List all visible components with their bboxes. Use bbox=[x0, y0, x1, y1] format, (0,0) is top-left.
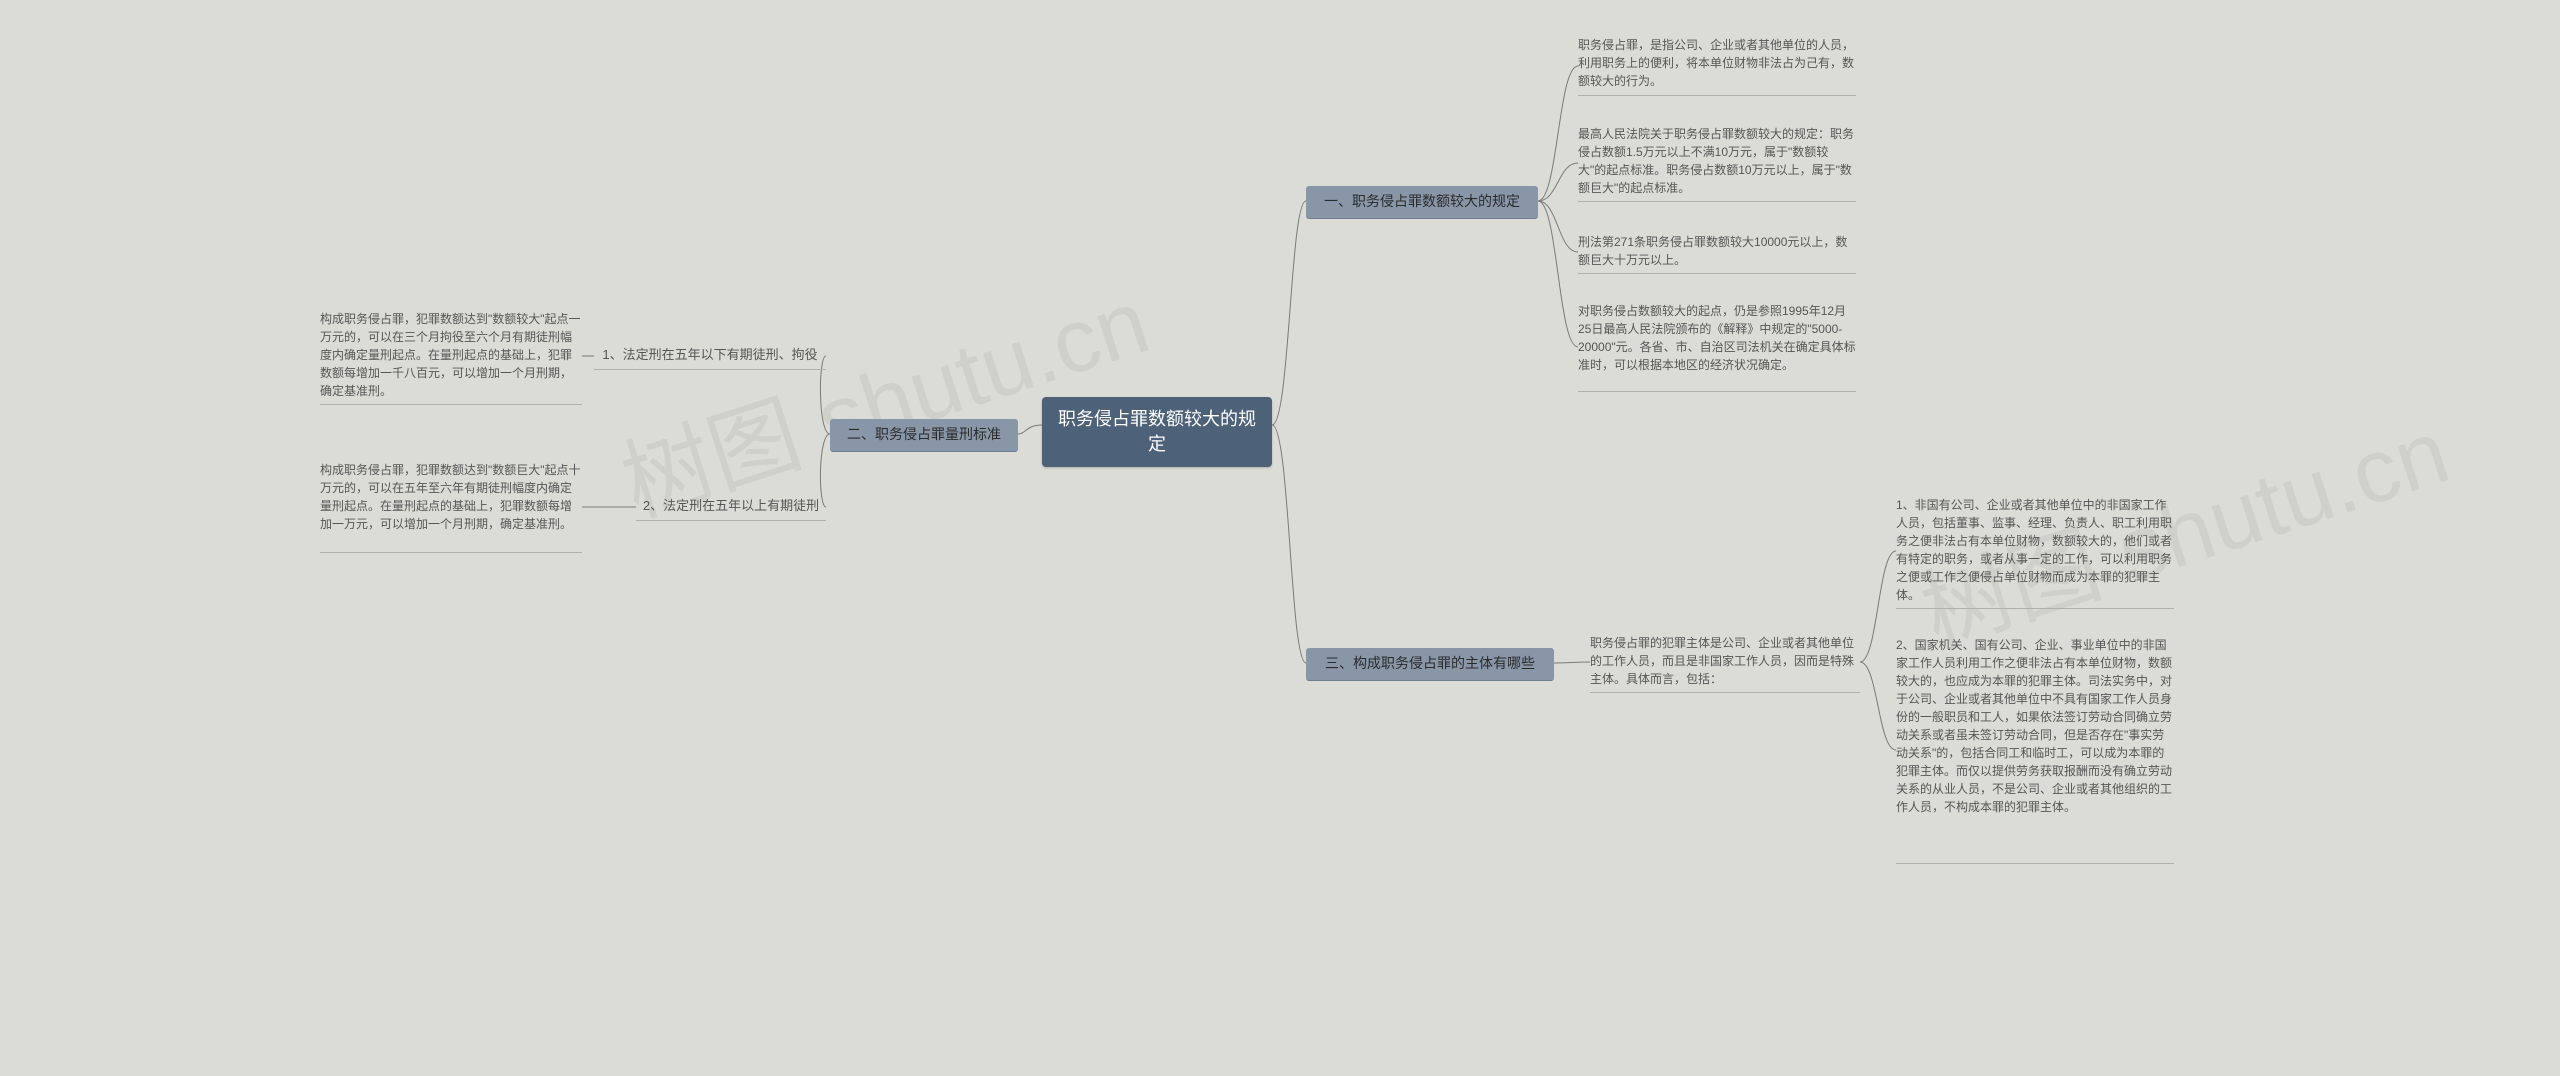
branch-1-leaf-3: 刑法第271条职务侵占罪数额较大10000元以上，数额巨大十万元以上。 bbox=[1578, 233, 1856, 274]
root-line1: 职务侵占罪数额较大的规 bbox=[1058, 409, 1256, 429]
root-line2: 定 bbox=[1148, 434, 1166, 454]
branch-2-leaf-2: 构成职务侵占罪，犯罪数额达到"数额巨大"起点十万元的，可以在五年至六年有期徒刑幅… bbox=[320, 461, 582, 553]
branch-3-leaf-2: 2、国家机关、国有公司、企业、事业单位中的非国家工作人员利用工作之便非法占有本单… bbox=[1896, 636, 2174, 864]
branch-2-sub-2[interactable]: 2、法定刑在五年以上有期徒刑 bbox=[636, 497, 826, 521]
branch-1[interactable]: 一、职务侵占罪数额较大的规定 bbox=[1306, 186, 1538, 219]
branch-3-leaf-1: 1、非国有公司、企业或者其他单位中的非国家工作人员，包括董事、监事、经理、负责人… bbox=[1896, 496, 2174, 609]
branch-3-sub: 职务侵占罪的犯罪主体是公司、企业或者其他单位的工作人员，而且是非国家工作人员，因… bbox=[1590, 634, 1860, 693]
branch-1-leaf-2: 最高人民法院关于职务侵占罪数额较大的规定：职务侵占数额1.5万元以上不满10万元… bbox=[1578, 125, 1856, 202]
branch-1-leaf-1: 职务侵占罪，是指公司、企业或者其他单位的人员，利用职务上的便利，将本单位财物非法… bbox=[1578, 36, 1856, 96]
branch-2-leaf-1: 构成职务侵占罪，犯罪数额达到"数额较大"起点一万元的，可以在三个月拘役至六个月有… bbox=[320, 310, 582, 405]
branch-1-leaf-4: 对职务侵占数额较大的起点，仍是参照1995年12月25日最高人民法院颁布的《解释… bbox=[1578, 302, 1856, 392]
branch-3[interactable]: 三、构成职务侵占罪的主体有哪些 bbox=[1306, 648, 1554, 681]
branch-2[interactable]: 二、职务侵占罪量刑标准 bbox=[830, 419, 1018, 452]
branch-2-sub-1[interactable]: 1、法定刑在五年以下有期徒刑、拘役 bbox=[594, 346, 826, 370]
root-node[interactable]: 职务侵占罪数额较大的规 定 bbox=[1042, 397, 1272, 467]
